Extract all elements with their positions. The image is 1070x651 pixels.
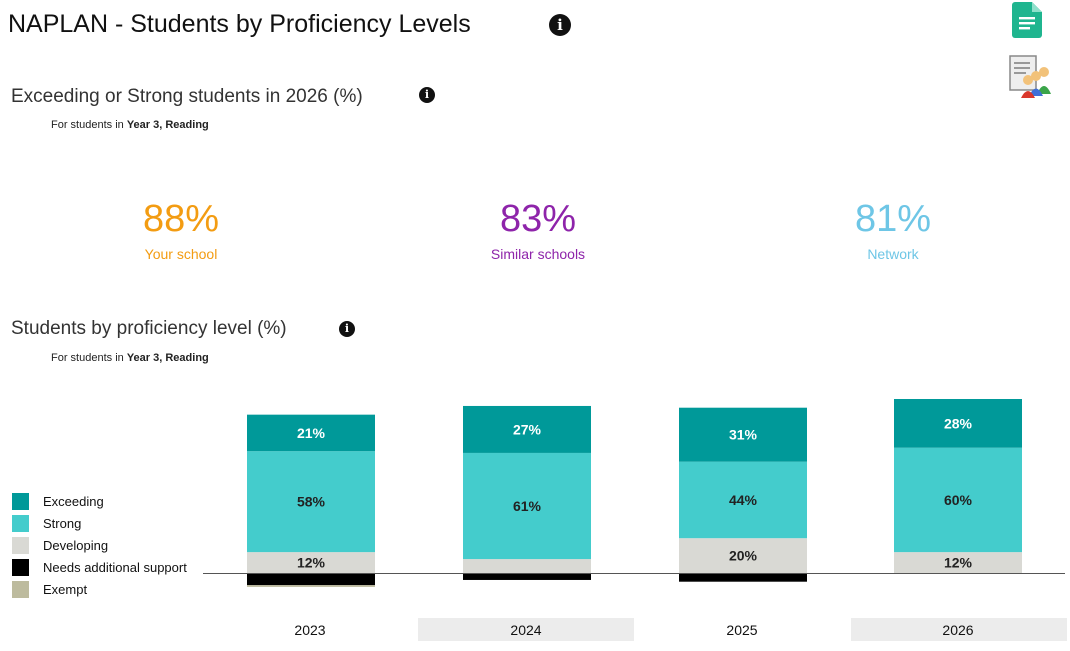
chart-heading: Students by proficiency level (%)	[11, 318, 287, 339]
legend-label: Strong	[43, 515, 82, 531]
data-label: 44%	[729, 492, 758, 508]
kpi-your-school-label: Your school	[144, 246, 218, 262]
bar-segment-strong-2024[interactable]	[463, 452, 591, 560]
page-title: NAPLAN - Students by Proficiency Levels	[8, 10, 471, 38]
x-tick-2024: 2024	[510, 622, 542, 638]
data-label: 21%	[297, 425, 326, 441]
legend-swatch	[12, 580, 29, 598]
data-label: 20%	[729, 548, 758, 564]
legend-item-developing[interactable]: Developing	[12, 536, 108, 554]
chart-filter: For students in Year 3, Reading	[51, 352, 209, 364]
bar-segment-needs-additional-support-2025[interactable]	[679, 573, 807, 582]
bar-segment-developing-2026[interactable]	[894, 552, 1022, 573]
legend-item-strong[interactable]: Strong	[12, 514, 81, 532]
kpi-your-school-value: 88%	[142, 198, 220, 240]
chart-info-icon[interactable]: i	[339, 321, 355, 337]
bar-segment-developing-2025[interactable]	[679, 538, 807, 573]
legend-label: Exempt	[43, 581, 88, 597]
bar-segment-strong-2025[interactable]	[679, 461, 807, 539]
data-label: 12%	[297, 555, 326, 571]
legend-swatch	[12, 492, 29, 510]
x-tick-2025: 2025	[726, 622, 758, 638]
year-band	[851, 618, 1067, 641]
bar-segment-strong-2023[interactable]	[247, 451, 375, 553]
document-icon[interactable]	[1012, 2, 1042, 38]
data-label: 61%	[513, 498, 542, 514]
bar-segment-exceeding-2026[interactable]	[894, 399, 1022, 448]
bar-segment-strong-2026[interactable]	[894, 447, 1022, 553]
legend-item-exempt[interactable]: Exempt	[12, 580, 87, 598]
legend-label: Exceeding	[43, 493, 104, 509]
data-label: 60%	[944, 492, 973, 508]
legend-item-needs-support[interactable]: Needs additional support	[12, 558, 187, 576]
legend-swatch	[12, 536, 29, 554]
bar-segment-exceeding-2025[interactable]	[679, 407, 807, 462]
summary-info-icon[interactable]: i	[419, 87, 435, 103]
students-report-icon[interactable]	[1008, 54, 1052, 98]
summary-heading: Exceeding or Strong students in 2026 (%)	[11, 86, 363, 107]
kpi-network-label: Network	[867, 246, 919, 262]
data-label: 12%	[944, 555, 973, 571]
data-label: 31%	[729, 427, 758, 443]
bar-segment-exceeding-2024[interactable]	[463, 405, 591, 453]
kpi-similar-schools-label: Similar schools	[490, 246, 586, 262]
year-band	[418, 618, 634, 641]
kpi-network-value: 81%	[854, 198, 932, 240]
kpi-similar-schools-value: 83%	[499, 198, 577, 240]
x-tick-2026: 2026	[942, 622, 974, 638]
baseline-axis	[203, 573, 1065, 574]
x-tick-2023: 2023	[294, 622, 326, 638]
bar-segment-exceeding-2023[interactable]	[247, 414, 375, 452]
bar-segment-needs-additional-support-2024[interactable]	[463, 573, 591, 580]
legend-item-exceeding[interactable]: Exceeding	[12, 492, 104, 510]
info-icon[interactable]: i	[549, 14, 571, 36]
bar-segment-developing-2023[interactable]	[247, 552, 375, 573]
summary-filter: For students in Year 3, Reading	[51, 119, 209, 131]
data-label: 27%	[513, 421, 542, 437]
legend-swatch	[12, 514, 29, 532]
bar-segment-developing-2024[interactable]	[463, 559, 591, 573]
bar-segment-exempt-2023[interactable]	[247, 585, 375, 587]
legend-label: Developing	[43, 537, 109, 553]
legend-swatch	[12, 558, 29, 576]
bar-segment-needs-additional-support-2023[interactable]	[247, 573, 375, 586]
data-label: 58%	[297, 494, 326, 510]
legend-label: Needs additional support	[43, 559, 187, 575]
data-label: 28%	[944, 415, 973, 431]
